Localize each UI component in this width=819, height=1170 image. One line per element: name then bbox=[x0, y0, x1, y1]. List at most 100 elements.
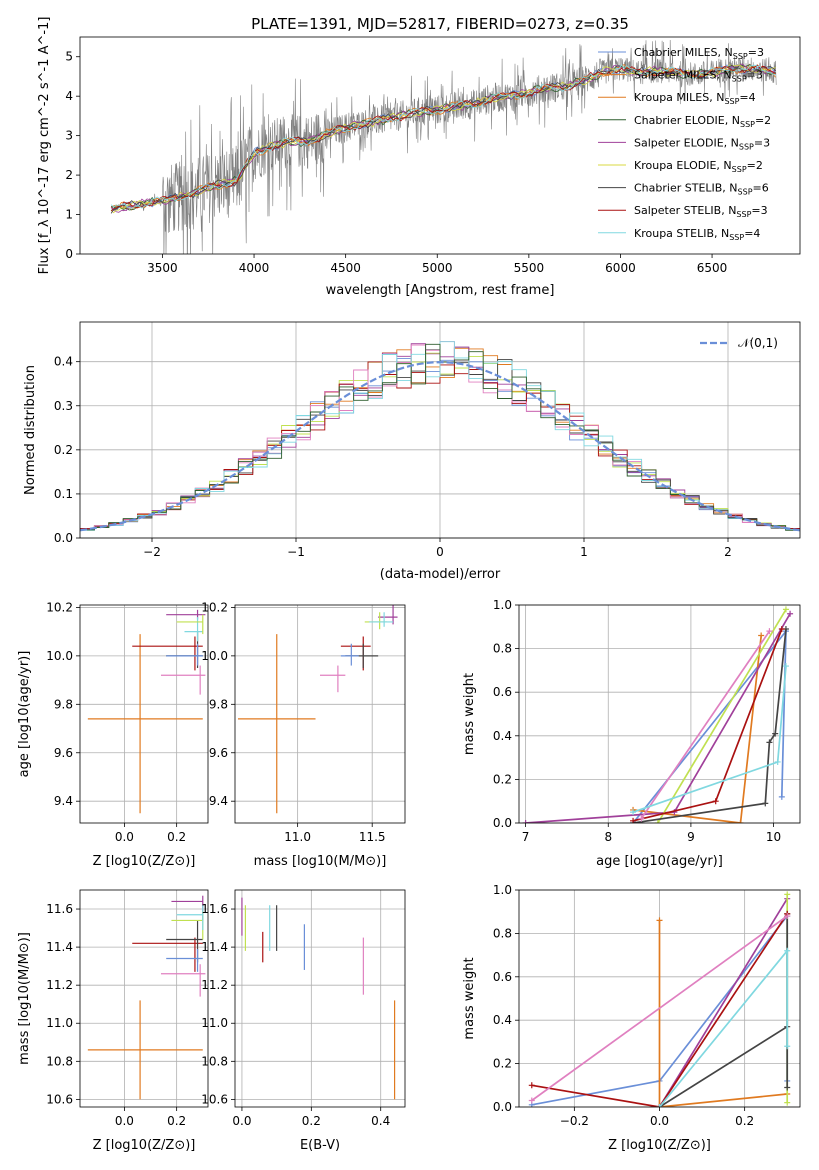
x-tick-label: 5000 bbox=[422, 261, 453, 275]
y-tick-label: 0.0 bbox=[493, 1100, 512, 1114]
x-tick-label: 2 bbox=[724, 545, 732, 559]
weight-line bbox=[658, 920, 788, 1107]
x-tick-label: 7 bbox=[522, 830, 530, 844]
plot-area bbox=[110, 39, 777, 254]
axes-frame bbox=[234, 604, 406, 824]
legend-subscript: SSP bbox=[732, 75, 747, 84]
y-tick-label: 10.2 bbox=[46, 600, 73, 614]
x-tick-label: 0.2 bbox=[302, 1114, 321, 1128]
axes-frame bbox=[518, 604, 801, 824]
legend-suffix: =3 bbox=[747, 69, 763, 82]
weight-marker bbox=[784, 913, 791, 920]
axes-frame bbox=[79, 36, 801, 255]
y-tick-label: 9.4 bbox=[54, 794, 73, 808]
weight-marker bbox=[762, 800, 769, 807]
legend-entry: 𝒩(0,1) bbox=[738, 336, 778, 350]
weight-marker bbox=[774, 758, 781, 765]
gaussian-curve bbox=[80, 360, 800, 532]
panel-weight-vs-Z: −0.2 0.0 0.2 0.0 0.2 0.4 0.6 0.8 1.0 Z [log10(Z/Z… bbox=[462, 883, 801, 1153]
weight-marker bbox=[784, 1099, 791, 1106]
x-tick-label: −1 bbox=[287, 545, 305, 559]
y-tick-label: 10.6 bbox=[46, 1092, 73, 1106]
plot-area bbox=[528, 891, 791, 1107]
y-tick-label: 3 bbox=[65, 129, 73, 143]
y-tick-label: 9.6 bbox=[54, 746, 73, 760]
x-tick-label: 6500 bbox=[697, 261, 728, 275]
legend-suffix: =4 bbox=[739, 91, 755, 104]
x-tick-label: 9 bbox=[687, 830, 695, 844]
y-tick-label: 0.2 bbox=[493, 772, 512, 786]
legend-suffix: =3 bbox=[751, 204, 767, 217]
y-tick-label: 0.8 bbox=[493, 926, 512, 940]
y-tick-label: 9.6 bbox=[209, 746, 228, 760]
y-tick-label: 0.8 bbox=[493, 642, 512, 656]
y-tick-label: 10.6 bbox=[201, 1092, 228, 1106]
legend-entry: Salpeter MILES, NSSP=3 bbox=[634, 69, 763, 84]
plot-area bbox=[241, 897, 396, 1100]
weight-marker bbox=[528, 1097, 535, 1104]
axes-frame bbox=[518, 889, 801, 1108]
weight-line bbox=[632, 635, 763, 823]
weight-marker bbox=[522, 820, 529, 823]
model-line bbox=[110, 65, 776, 209]
legend-entry: Salpeter ELODIE, NSSP=3 bbox=[634, 136, 770, 151]
panel-mass-vs-EBV: 0.0 0.2 0.4 10.6 10.8 11.0 11.2 11.4 11.6 E(B-V) bbox=[201, 889, 406, 1153]
x-tick-label: 0.0 bbox=[650, 1114, 669, 1128]
panel-weight-vs-age: 7 8 9 10 0.0 0.2 0.4 0.6 0.8 1.0 age [log10(age/yr… bbox=[462, 598, 801, 869]
y-tick-label: 0.0 bbox=[493, 816, 512, 830]
panel-spectrum: 3500 4000 4500 5000 5500 6000 6500 0 1 2 3 4 5 wavele… bbox=[37, 17, 801, 298]
panel-age-vs-mass: 11.0 11.5 9.4 9.6 9.8 10.0 10.2 mass [log10(M/M… bbox=[201, 600, 406, 869]
legend-suffix: =2 bbox=[755, 114, 771, 127]
weight-line bbox=[658, 948, 789, 1107]
y-tick-label: 11.2 bbox=[201, 978, 228, 992]
y-axis-label: Normed distribution bbox=[23, 365, 38, 495]
weight-marker bbox=[758, 632, 765, 639]
weight-marker bbox=[784, 891, 791, 898]
legend-entry: Chabrier MILES, NSSP=3 bbox=[634, 46, 764, 61]
weight-line bbox=[640, 630, 771, 820]
panel-residuals: −2 −1 0 1 2 0.0 0.1 0.2 0.3 0.4 (data-model)/error… bbox=[23, 321, 801, 582]
x-tick-label: 8 bbox=[604, 830, 612, 844]
x-axis-label: age [log10(age/yr)] bbox=[596, 854, 723, 869]
weight-marker bbox=[787, 610, 794, 617]
y-tick-label: 0.0 bbox=[54, 531, 73, 545]
legend-subscript: SSP bbox=[729, 233, 744, 242]
axes-frame bbox=[79, 889, 209, 1108]
weight-line bbox=[531, 915, 788, 1102]
plot-area bbox=[87, 895, 206, 1100]
x-tick-label: 0.2 bbox=[167, 1114, 186, 1128]
legend-subscript: SSP bbox=[736, 210, 751, 219]
weight-marker bbox=[782, 606, 789, 613]
y-axis-label: age [log10(age/yr)] bbox=[17, 651, 32, 778]
weight-marker bbox=[712, 798, 719, 805]
y-tick-label: 0.4 bbox=[54, 355, 73, 369]
x-tick-label: 5500 bbox=[514, 261, 545, 275]
y-tick-label: 0.4 bbox=[493, 1013, 512, 1027]
x-axis-label: E(B-V) bbox=[300, 1138, 340, 1153]
panel-mass-vs-Z: 0.0 0.2 10.6 10.8 11.0 11.2 11.4 11.6 Z [log10(Z… bbox=[17, 889, 209, 1153]
y-tick-label: 0.3 bbox=[54, 399, 73, 413]
x-axis-label: mass [log10(M/M⊙)] bbox=[254, 854, 387, 869]
x-tick-label: 4000 bbox=[239, 261, 270, 275]
legend-suffix: =2 bbox=[747, 159, 763, 172]
model-line bbox=[110, 63, 776, 213]
x-tick-label: 6000 bbox=[605, 261, 636, 275]
y-tick-label: 9.8 bbox=[54, 697, 73, 711]
plot-area bbox=[87, 609, 206, 814]
y-tick-label: 4 bbox=[65, 89, 73, 103]
axes-frame bbox=[79, 321, 801, 539]
x-tick-label: 0.0 bbox=[115, 1114, 134, 1128]
legend-entry: Chabrier STELIB, NSSP=6 bbox=[634, 182, 769, 197]
x-tick-label: 0.0 bbox=[115, 830, 134, 844]
y-tick-label: 2 bbox=[65, 168, 73, 182]
residual-histogram bbox=[80, 343, 800, 531]
x-tick-label: 0 bbox=[436, 545, 444, 559]
x-tick-label: 10 bbox=[766, 830, 781, 844]
weight-line bbox=[531, 913, 788, 1107]
legend-subscript: SSP bbox=[724, 97, 739, 106]
y-axis-label: mass [log10(M/M⊙)] bbox=[17, 932, 32, 1065]
y-tick-label: 0 bbox=[65, 247, 73, 261]
y-tick-label: 11.4 bbox=[201, 940, 228, 954]
y-tick-label: 11.2 bbox=[46, 978, 73, 992]
legend-subscript: SSP bbox=[732, 165, 747, 174]
